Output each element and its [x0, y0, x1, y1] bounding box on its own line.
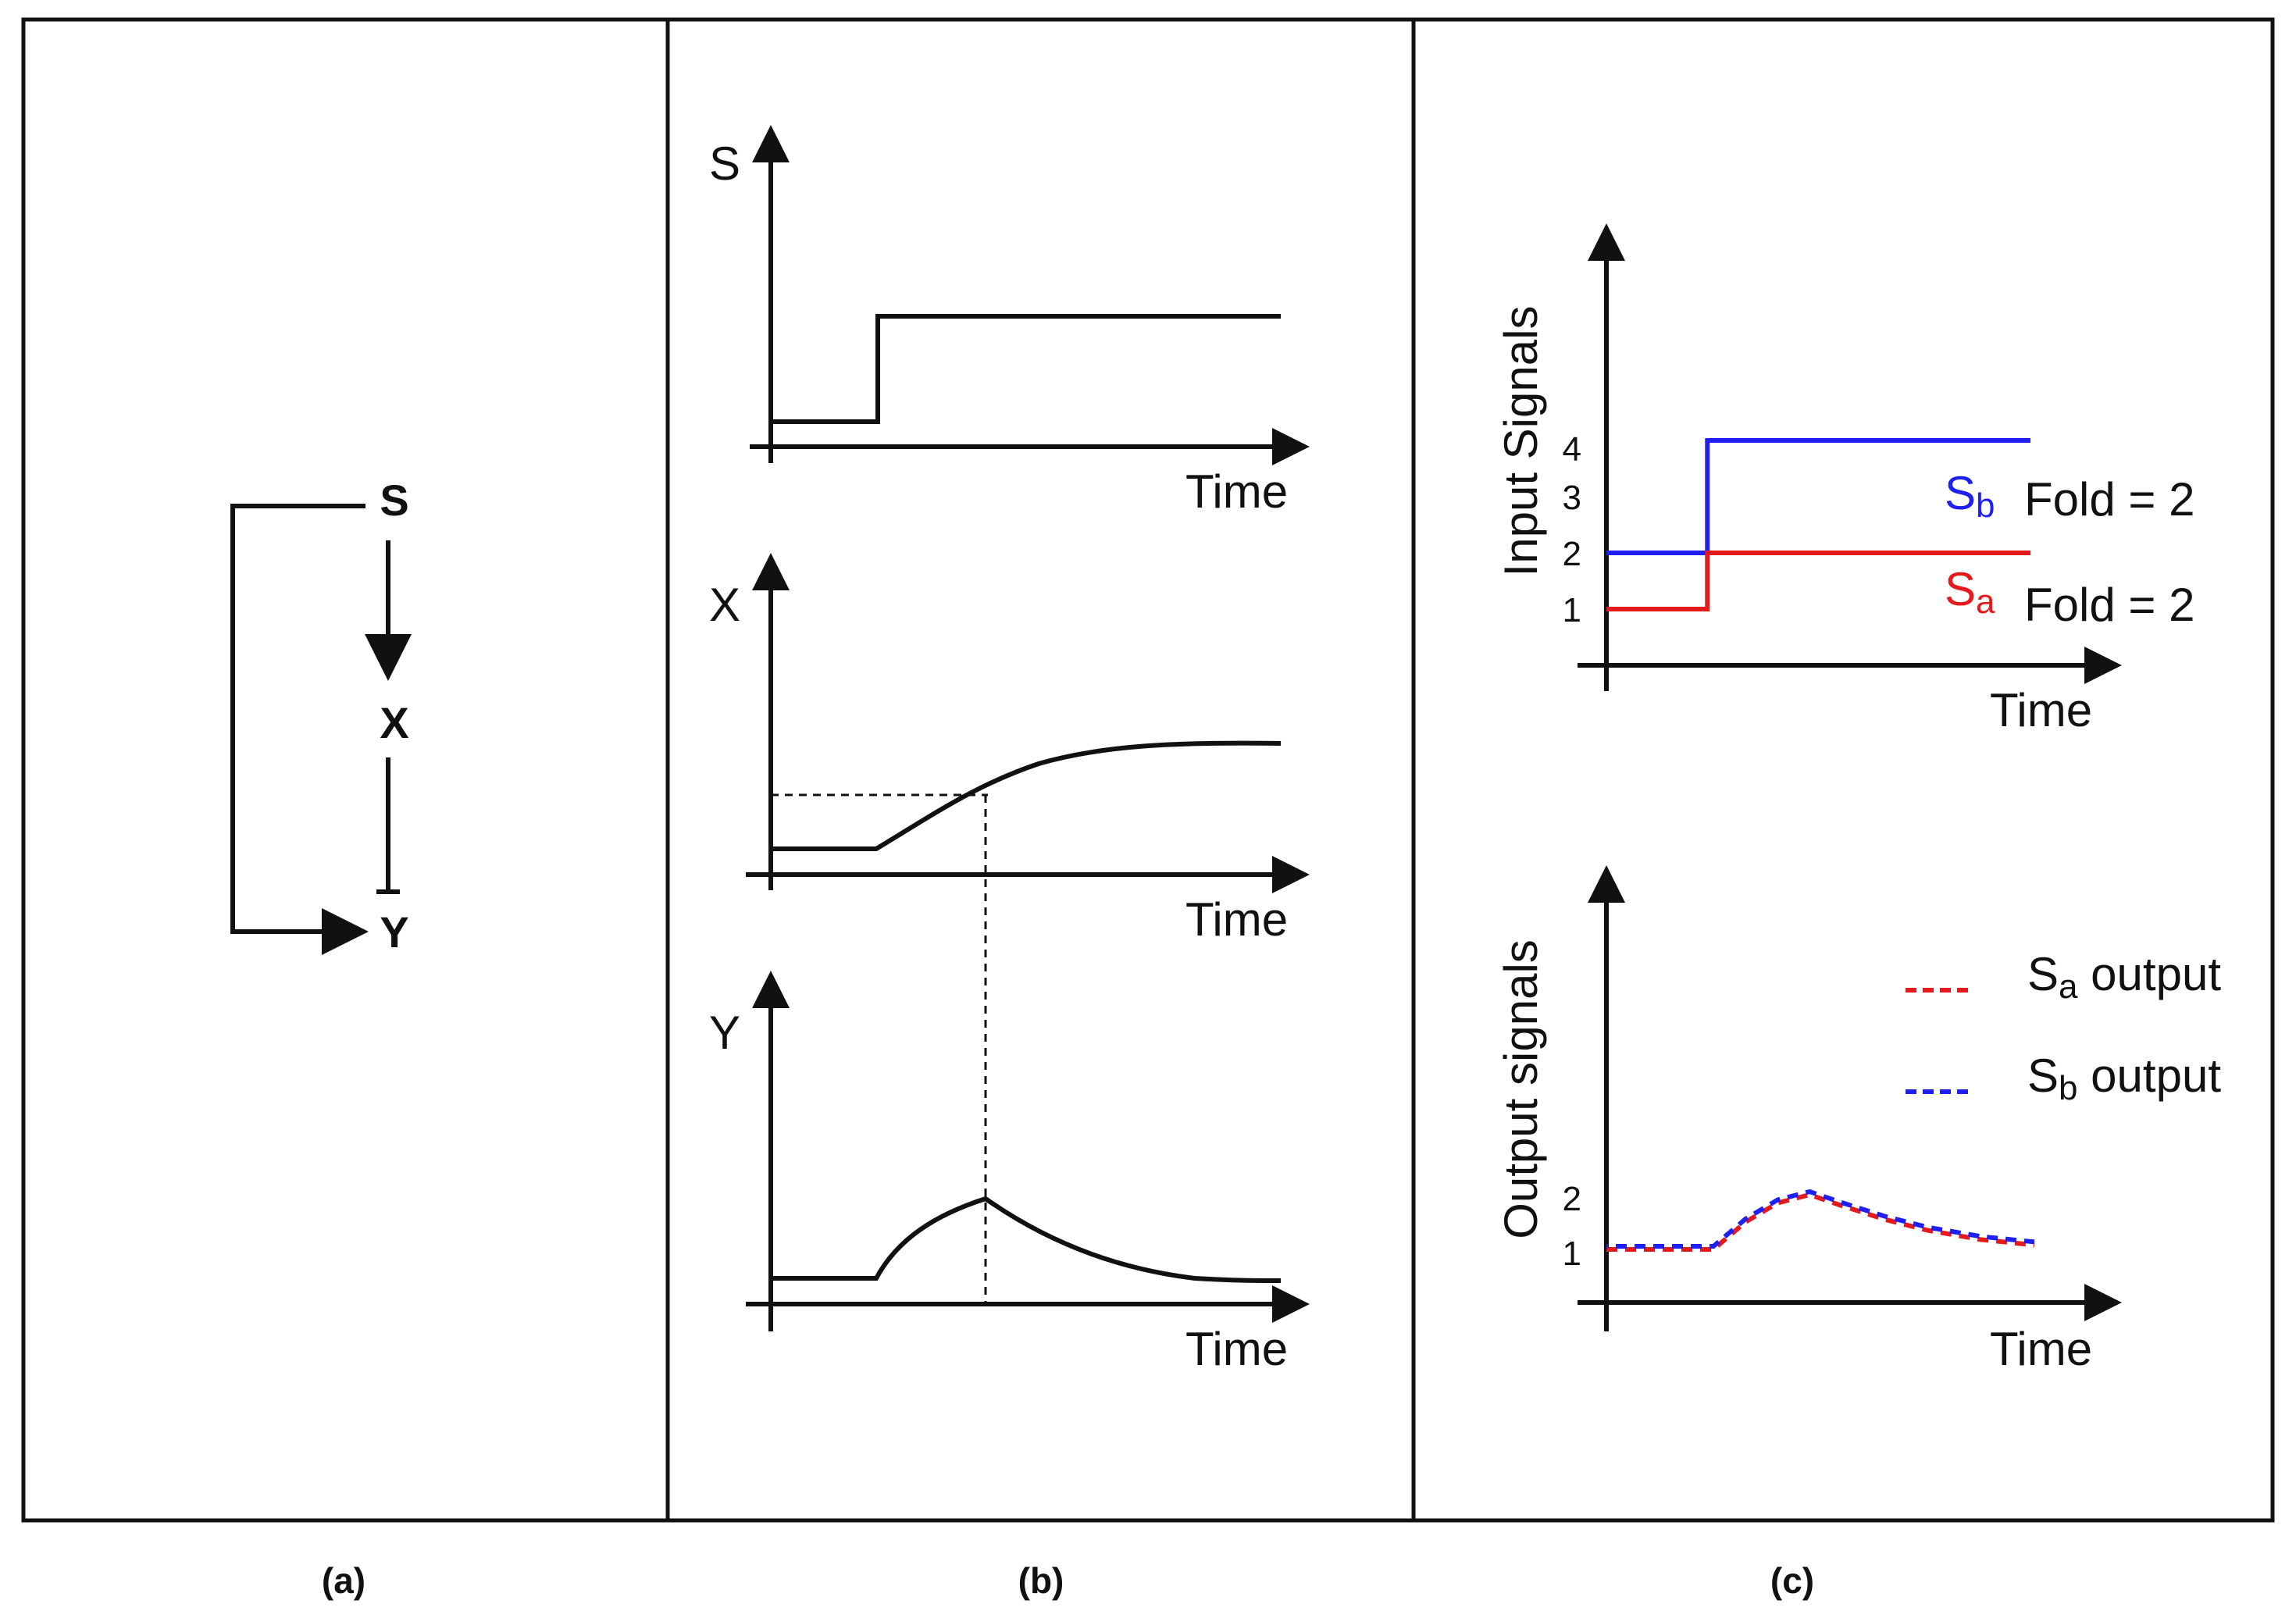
sa-label-sub: a	[1976, 583, 1995, 621]
panel-label-b: (b)	[1018, 1560, 1064, 1601]
node-x: X	[380, 698, 408, 747]
sa-fold-label: Fold = 2	[2024, 579, 2194, 631]
output-signals-chart: Output signals Time 1 2 Sa output Sb out…	[1495, 865, 2221, 1375]
legend-sb-main: S	[2027, 1050, 2059, 1102]
plot-s-y-label: S	[709, 137, 740, 190]
node-y: Y	[380, 907, 408, 957]
series-sa-output-line	[1606, 1192, 2035, 1252]
legend-sb-label: Sb output	[2027, 1050, 2221, 1107]
output-y-label: Output signals	[1495, 939, 1547, 1239]
plot-y-signal	[771, 1196, 1282, 1283]
input-tick-2: 2	[1563, 535, 1581, 573]
input-tick-3: 3	[1563, 479, 1581, 517]
output-tick-1: 1	[1563, 1235, 1581, 1273]
series-sb-line	[1606, 438, 2030, 555]
sb-label: Sb	[1945, 467, 1995, 525]
plot-x-signal	[771, 740, 1282, 851]
plot-y: Y Time	[709, 795, 1310, 1375]
edge-s-to-y	[230, 504, 369, 955]
series-sb-output-line	[1606, 1189, 2035, 1249]
plot-x-x-label: Time	[1185, 893, 1288, 946]
sb-fold-label: Fold = 2	[2024, 473, 2194, 526]
outer-frame	[21, 17, 2275, 1523]
series-sa-line	[1606, 551, 2030, 611]
plot-s-x-label: Time	[1185, 465, 1288, 518]
plot-y-x-label: Time	[1185, 1323, 1288, 1375]
input-x-label: Time	[1990, 684, 2092, 736]
legend-sa-text: output	[2078, 948, 2222, 1000]
sa-label-main: S	[1945, 563, 1976, 615]
legend-sa-main: S	[2027, 948, 2059, 1000]
network-diagram: S X Y	[230, 476, 412, 957]
panel-label-a: (a)	[322, 1560, 365, 1601]
input-y-label: Input Signals	[1495, 306, 1547, 577]
output-x-label: Time	[1990, 1323, 2092, 1375]
sb-label-main: S	[1945, 467, 1976, 519]
legend-sb-sub: b	[2059, 1069, 2077, 1107]
node-s: S	[380, 476, 408, 525]
input-signals-chart: Input Signals Time 1 2 3 4 Sb Fold = 2 S…	[1495, 223, 2194, 736]
panel-label-c: (c)	[1770, 1560, 1814, 1601]
plot-s: S Time	[709, 125, 1310, 518]
legend: Sa output Sb output	[1906, 948, 2221, 1107]
plot-y-y-label: Y	[709, 1007, 740, 1059]
legend-sa-sub: a	[2059, 968, 2078, 1006]
input-tick-1: 1	[1563, 591, 1581, 629]
plot-x: X Time	[709, 553, 1310, 946]
sb-label-sub: b	[1976, 486, 1995, 525]
plot-s-signal	[771, 314, 1281, 424]
plot-x-y-label: X	[709, 579, 740, 631]
legend-sa-label: Sa output	[2027, 948, 2221, 1006]
output-tick-2: 2	[1563, 1180, 1581, 1218]
sa-label: Sa	[1945, 563, 1995, 621]
legend-sb-text: output	[2078, 1050, 2222, 1102]
input-tick-4: 4	[1563, 430, 1581, 469]
